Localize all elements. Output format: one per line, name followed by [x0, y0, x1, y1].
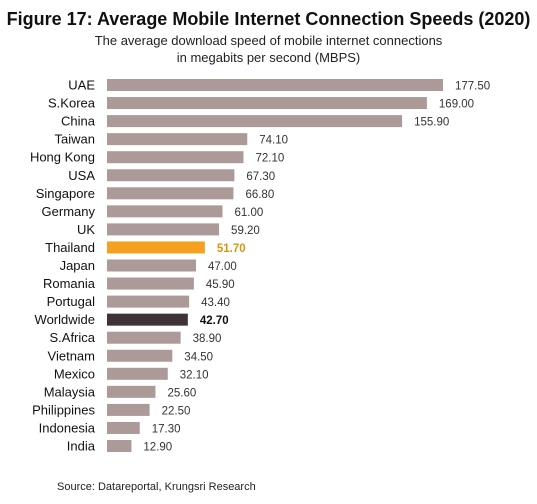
chart-title: Figure 17: Average Mobile Internet Conne… [6, 9, 531, 29]
category-label-singapore: Singapore [36, 186, 95, 201]
bar-indonesia [107, 421, 140, 434]
bar-taiwan [107, 133, 248, 146]
category-label-germany: Germany [42, 204, 96, 219]
category-label-s-africa: S.Africa [49, 330, 95, 345]
bar-malaysia [107, 385, 156, 398]
value-label-mexico: 32.10 [180, 369, 209, 381]
bar-philippines [107, 403, 150, 416]
category-label-s-korea: S.Korea [48, 96, 96, 111]
category-label-india: India [67, 439, 96, 454]
bar-worldwide [107, 313, 188, 326]
category-label-usa: USA [68, 168, 95, 183]
category-label-philippines: Philippines [32, 402, 95, 417]
value-label-singapore: 66.80 [245, 189, 274, 201]
bar-romania [107, 277, 194, 290]
category-label-malaysia: Malaysia [44, 384, 96, 399]
category-label-uae: UAE [68, 78, 95, 93]
value-label-thailand: 51.70 [217, 243, 246, 255]
chart-subtitle-line-1: The average download speed of mobile int… [94, 33, 443, 48]
value-label-uk: 59.20 [231, 225, 260, 237]
bar-s-korea [107, 97, 427, 110]
value-label-hong-kong: 72.10 [255, 153, 284, 165]
category-label-worldwide: Worldwide [35, 312, 95, 327]
bar-s-africa [107, 331, 181, 344]
value-label-vietnam: 34.50 [184, 351, 213, 363]
value-label-china: 155.90 [414, 117, 449, 129]
bar-thailand [107, 241, 205, 254]
value-label-usa: 67.30 [246, 171, 275, 183]
source-note: Source: Datareportal, Krungsri Research [57, 481, 256, 493]
value-label-japan: 47.00 [208, 261, 237, 273]
bar-vietnam [107, 349, 173, 362]
bar-singapore [107, 187, 234, 200]
value-label-indonesia: 17.30 [152, 423, 181, 435]
bar-hong-kong [107, 151, 244, 164]
category-label-indonesia: Indonesia [39, 420, 96, 435]
category-label-romania: Romania [43, 276, 96, 291]
value-label-romania: 45.90 [206, 279, 235, 291]
bar-usa [107, 169, 235, 182]
bar-germany [107, 205, 223, 218]
category-label-japan: Japan [60, 258, 95, 273]
category-label-mexico: Mexico [54, 366, 95, 381]
bar-china [107, 115, 403, 128]
category-label-taiwan: Taiwan [55, 132, 95, 147]
category-label-uk: UK [77, 222, 95, 237]
category-label-china: China [61, 114, 96, 129]
value-label-uae: 177.50 [455, 81, 490, 93]
chart-subtitle-line-2: in megabits per second (MBPS) [176, 50, 361, 65]
value-label-germany: 61.00 [234, 207, 263, 219]
category-label-hong-kong: Hong Kong [30, 150, 95, 165]
value-label-s-korea: 169.00 [439, 99, 474, 111]
value-label-s-africa: 38.90 [193, 333, 222, 345]
category-label-thailand: Thailand [45, 240, 95, 255]
value-label-portugal: 43.40 [201, 297, 230, 309]
value-label-india: 12.90 [143, 442, 172, 454]
bar-portugal [107, 295, 190, 308]
value-label-malaysia: 25.60 [167, 387, 196, 399]
value-label-philippines: 22.50 [162, 405, 191, 417]
value-label-worldwide: 42.70 [200, 315, 229, 327]
category-label-vietnam: Vietnam [48, 348, 95, 363]
category-label-portugal: Portugal [47, 294, 96, 309]
bar-india [107, 440, 132, 452]
bar-japan [107, 259, 196, 272]
bar-mexico [107, 367, 168, 380]
chart-subtitle: The average download speed of mobile int… [0, 32, 537, 66]
bar-uk [107, 223, 220, 236]
value-label-taiwan: 74.10 [259, 135, 288, 147]
bar-uae [107, 79, 443, 91]
